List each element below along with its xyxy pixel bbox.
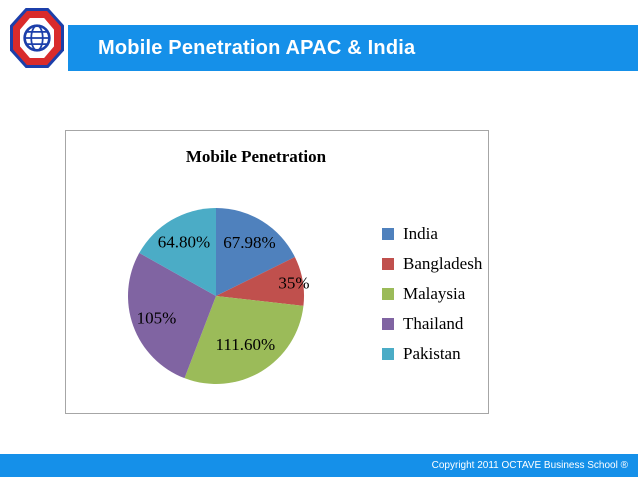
legend-label: Pakistan — [403, 344, 461, 363]
octave-logo — [10, 8, 64, 68]
legend-swatch — [382, 348, 394, 360]
legend-label: Thailand — [403, 314, 464, 333]
legend-item-india: India — [382, 219, 482, 249]
legend-swatch — [382, 288, 394, 300]
pie-chart: 67.98% 35% 111.60% 105% 64.80% — [128, 208, 310, 384]
header-bar: Mobile Penetration APAC & India — [68, 25, 638, 71]
pie-slice-thailand — [128, 252, 216, 379]
pie-data-label: 105% — [137, 309, 177, 328]
globe-icon — [23, 24, 51, 52]
legend-label: Bangladesh — [403, 254, 483, 273]
pie-slice-malaysia — [184, 296, 304, 384]
legend-item-thailand: Thailand — [382, 309, 482, 339]
legend-item-malaysia: Malaysia — [382, 279, 482, 309]
pie-data-label: 67.98% — [223, 233, 275, 252]
legend-swatch — [382, 228, 394, 240]
pie-slice-bangladesh — [216, 256, 304, 306]
legend-item-bangladesh: Bangladesh — [382, 249, 482, 279]
chart-panel: Mobile Penetration 67.98% 35% 111.60% 105% 6… — [65, 130, 489, 414]
legend-swatch — [382, 258, 394, 270]
legend-label: Malaysia — [403, 284, 466, 303]
copyright-text: Copyright 2011 OCTAVE Business School ® — [431, 460, 628, 471]
pie-data-label: 35% — [278, 273, 309, 292]
pie-slice-pakistan — [139, 208, 216, 296]
footer-bar: Copyright 2011 OCTAVE Business School ® — [0, 454, 638, 477]
chart-legend: India Bangladesh Malaysia Thailand Pakistan — [382, 219, 482, 369]
legend-label: India — [403, 224, 438, 243]
pie-data-label: 111.60% — [215, 335, 275, 354]
pie-slice-india — [216, 208, 295, 296]
legend-swatch — [382, 318, 394, 330]
chart-title: Mobile Penetration — [185, 147, 327, 166]
slide-title: Mobile Penetration APAC & India — [98, 37, 416, 59]
legend-item-pakistan: Pakistan — [382, 339, 482, 369]
pie-data-label: 64.80% — [158, 232, 210, 251]
